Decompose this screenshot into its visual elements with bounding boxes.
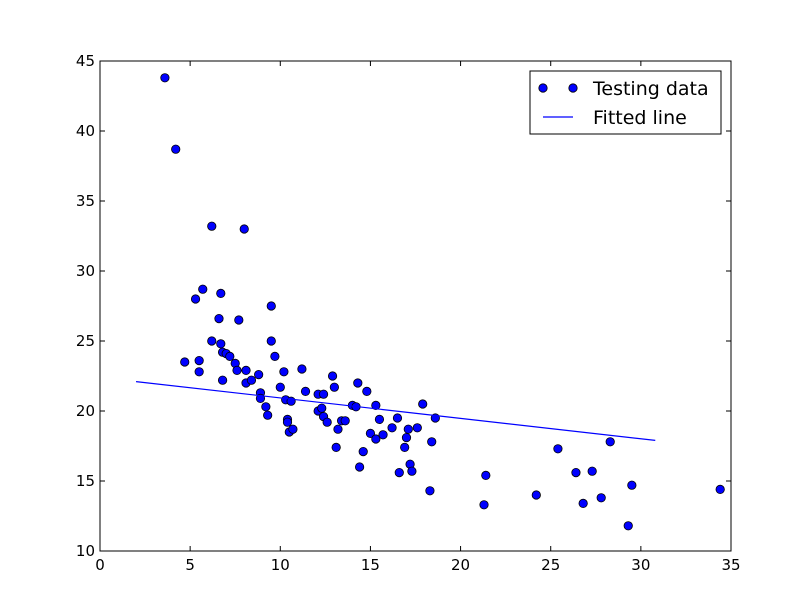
data-point bbox=[270, 351, 280, 361]
data-point bbox=[358, 446, 368, 457]
data-point bbox=[190, 294, 201, 304]
data-point bbox=[180, 357, 190, 367]
data-point bbox=[427, 437, 437, 447]
data-point bbox=[481, 470, 491, 480]
data-point bbox=[217, 375, 228, 385]
y-tick-label: 40 bbox=[76, 122, 95, 140]
data-point bbox=[403, 424, 413, 434]
data-point bbox=[318, 389, 329, 399]
data-point bbox=[241, 365, 251, 375]
legend: Testing data Fitted line bbox=[529, 70, 722, 135]
legend-point-marker bbox=[538, 83, 548, 93]
data-point bbox=[596, 493, 606, 503]
legend-box bbox=[529, 70, 722, 135]
x-tick-label: 0 bbox=[95, 556, 105, 574]
data-point bbox=[207, 221, 217, 231]
data-point bbox=[605, 437, 615, 447]
data-point bbox=[387, 423, 397, 433]
data-point bbox=[407, 466, 417, 476]
y-tick-label: 15 bbox=[76, 472, 95, 490]
x-tick-label: 25 bbox=[541, 556, 560, 574]
data-point bbox=[418, 399, 428, 409]
data-point bbox=[160, 73, 170, 83]
x-tick-label: 10 bbox=[271, 556, 290, 574]
data-point bbox=[254, 369, 264, 380]
legend-label: Fitted line bbox=[593, 107, 687, 129]
x-tick-label: 35 bbox=[721, 556, 740, 574]
data-point bbox=[374, 414, 385, 424]
data-point bbox=[232, 365, 242, 375]
data-point bbox=[571, 467, 581, 478]
fitted-line bbox=[135, 381, 656, 441]
data-point bbox=[234, 315, 244, 325]
data-point bbox=[329, 382, 339, 392]
axis-ticks: 0 5 10 15 20 25 30 35 10 15 20 25 30 35 40 45 bbox=[76, 52, 741, 574]
data-point bbox=[378, 430, 388, 440]
legend-point-marker bbox=[568, 83, 578, 93]
y-tick-label: 25 bbox=[76, 332, 95, 350]
y-tick-label: 20 bbox=[76, 402, 95, 420]
x-tick-label: 30 bbox=[631, 556, 650, 574]
data-point bbox=[317, 403, 327, 413]
data-point bbox=[297, 364, 307, 374]
data-point bbox=[392, 413, 403, 423]
data-point bbox=[171, 144, 181, 154]
data-point bbox=[239, 224, 249, 234]
data-point bbox=[627, 480, 637, 490]
data-point bbox=[400, 442, 410, 452]
data-point bbox=[362, 386, 372, 396]
data-point bbox=[207, 336, 217, 346]
data-point bbox=[266, 301, 276, 311]
data-point bbox=[275, 382, 285, 392]
x-tick-label: 15 bbox=[361, 556, 380, 574]
data-point bbox=[300, 386, 311, 396]
data-point bbox=[225, 351, 235, 361]
data-point bbox=[623, 521, 633, 531]
y-tick-label: 45 bbox=[76, 52, 95, 70]
data-point bbox=[355, 462, 365, 472]
data-point bbox=[394, 467, 404, 478]
x-tick-label: 20 bbox=[451, 556, 470, 574]
legend-label: Testing data bbox=[592, 78, 709, 100]
data-point bbox=[578, 498, 588, 508]
data-point bbox=[353, 378, 363, 388]
data-point bbox=[322, 417, 332, 427]
data-point bbox=[216, 339, 226, 349]
data-point bbox=[333, 424, 343, 434]
data-point bbox=[553, 444, 563, 454]
data-point bbox=[282, 417, 293, 427]
data-point bbox=[327, 371, 338, 381]
data-point bbox=[198, 284, 208, 294]
data-point bbox=[279, 367, 289, 377]
data-point bbox=[371, 400, 381, 410]
data-point bbox=[340, 416, 350, 426]
data-point bbox=[194, 367, 204, 377]
data-point bbox=[266, 336, 276, 346]
data-point bbox=[412, 423, 422, 433]
data-point bbox=[288, 424, 298, 434]
data-point bbox=[401, 432, 412, 443]
x-tick-label: 5 bbox=[185, 556, 195, 574]
data-point bbox=[261, 402, 271, 412]
data-point bbox=[246, 375, 257, 385]
data-point bbox=[587, 466, 597, 476]
data-point bbox=[365, 428, 376, 438]
data-point bbox=[425, 486, 435, 496]
y-tick-label: 35 bbox=[76, 192, 95, 210]
y-tick-label: 10 bbox=[76, 542, 95, 560]
data-point bbox=[331, 442, 341, 452]
data-point bbox=[371, 434, 381, 444]
data-point bbox=[531, 490, 541, 500]
data-point bbox=[216, 288, 226, 298]
data-point bbox=[715, 484, 725, 494]
data-point bbox=[194, 355, 204, 366]
y-tick-label: 30 bbox=[76, 262, 95, 280]
data-point bbox=[479, 500, 489, 510]
data-point bbox=[263, 410, 273, 420]
plot-frame bbox=[99, 60, 732, 552]
plot-area bbox=[135, 73, 725, 531]
data-point bbox=[214, 313, 224, 324]
